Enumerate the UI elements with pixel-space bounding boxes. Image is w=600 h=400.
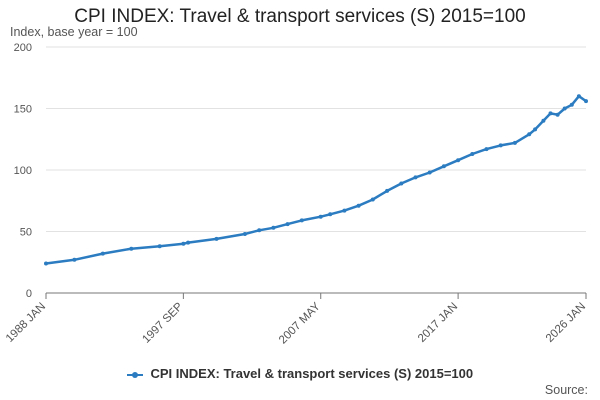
data-point [285, 222, 290, 227]
data-point [512, 140, 517, 145]
x-tick-label: 2017 JAN [416, 301, 460, 345]
y-tick-label: 50 [20, 227, 32, 239]
data-point [569, 102, 574, 107]
data-point [44, 261, 48, 266]
data-point [72, 257, 77, 262]
data-point [533, 127, 538, 132]
data-point [427, 170, 432, 175]
y-tick-label: 200 [14, 42, 32, 54]
x-tick-label: 2007 MAY [277, 300, 323, 346]
data-point [342, 208, 347, 213]
legend-dot [131, 371, 138, 378]
y-tick-label: 150 [14, 104, 32, 116]
legend[interactable]: CPI INDEX: Travel & transport services (… [0, 366, 600, 381]
data-point [484, 147, 489, 152]
data-point [541, 118, 546, 123]
data-point [271, 225, 276, 230]
data-point [157, 244, 162, 249]
series-line [45, 94, 587, 265]
data-point [242, 232, 247, 236]
data-point [441, 164, 446, 169]
data-point [413, 175, 418, 180]
data-point [584, 99, 588, 104]
y-tick-label: 100 [14, 165, 32, 177]
x-tick-label: 1988 JAN [4, 301, 48, 345]
data-point [562, 106, 567, 111]
data-point [370, 197, 375, 202]
data-point [328, 212, 333, 217]
legend-label: CPI INDEX: Travel & transport services (… [150, 366, 474, 381]
data-point [299, 218, 304, 223]
legend-marker-icon [126, 370, 143, 380]
source-label: Source: [544, 383, 588, 397]
data-point [356, 203, 361, 208]
data-point [527, 132, 532, 137]
data-point [318, 214, 323, 219]
data-point [548, 111, 553, 116]
data-point [214, 236, 219, 241]
chart-title: CPI INDEX: Travel & transport services (… [74, 6, 526, 27]
data-point [129, 246, 134, 251]
data-point [100, 251, 105, 256]
data-point [498, 143, 503, 148]
y-tick-label: 0 [26, 288, 32, 300]
x-tick-label: 1997 SEP [140, 300, 185, 345]
data-point [257, 228, 262, 233]
data-point [470, 152, 475, 156]
y-axis-label: Index, base year = 100 [10, 25, 138, 39]
data-point [385, 188, 390, 193]
data-point [181, 241, 186, 246]
data-point [456, 158, 461, 163]
x-tick-label: 2026 JAN [544, 301, 588, 345]
data-point [399, 181, 404, 186]
data-point [186, 240, 191, 245]
data-point [555, 112, 560, 117]
data-point [576, 94, 581, 99]
